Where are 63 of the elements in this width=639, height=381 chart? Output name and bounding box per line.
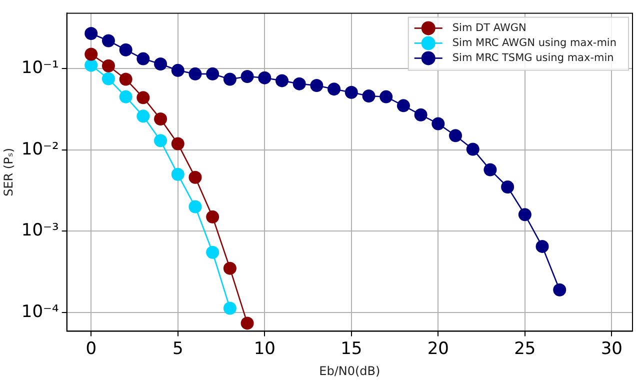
point [154, 112, 168, 126]
point [328, 82, 341, 96]
point [119, 90, 132, 104]
point [240, 70, 254, 83]
point [501, 180, 514, 194]
point [553, 283, 566, 296]
point [449, 129, 462, 142]
point [188, 67, 202, 80]
point [275, 74, 288, 88]
point [102, 59, 115, 72]
point [206, 210, 220, 224]
point [484, 163, 497, 176]
point [466, 142, 480, 156]
x-tick-label: 15 [340, 338, 362, 359]
y-axis-title: SER (Pₛ) [1, 148, 16, 196]
point [536, 240, 549, 253]
point [119, 72, 132, 86]
point [84, 58, 98, 72]
point [136, 110, 150, 123]
point [84, 48, 98, 61]
point [102, 34, 115, 48]
point [136, 91, 150, 104]
point [102, 72, 115, 86]
point [171, 64, 184, 77]
legend-label: Sim DT AWGN [452, 22, 526, 34]
point [119, 43, 132, 56]
point [432, 117, 445, 130]
y-tick-label: 10⁻² [21, 139, 59, 160]
point [223, 72, 236, 86]
y-tick-label: 10⁻¹ [21, 58, 59, 78]
point [188, 200, 202, 214]
point [362, 90, 376, 103]
y-tick-label: 10⁻³ [21, 220, 59, 241]
point [414, 108, 428, 122]
point [171, 168, 184, 181]
x-tick-label: 5 [172, 338, 184, 359]
x-tick-label: 25 [514, 338, 536, 359]
y-tick-label: 10⁻⁴ [21, 302, 60, 322]
point [84, 27, 98, 40]
point [396, 99, 410, 112]
point [171, 137, 184, 150]
point [240, 316, 254, 330]
point [223, 262, 236, 275]
point [188, 170, 202, 184]
point [206, 246, 220, 259]
x-axis-title: Eb/N0(dB) [319, 364, 380, 378]
x-tick-label: 20 [427, 338, 449, 359]
x-tick-label: 30 [600, 338, 622, 359]
point [223, 302, 236, 315]
point [518, 208, 532, 222]
point [380, 90, 393, 104]
x-tick-label: 0 [86, 338, 97, 359]
point [310, 78, 324, 92]
legend-label: Sim MRC AWGN using max-min [452, 36, 617, 49]
point [292, 77, 306, 90]
point [344, 86, 358, 99]
point [154, 57, 168, 70]
x-tick-label: 10 [254, 338, 276, 359]
legend-label: Sim MRC TSMG using max-min [452, 52, 614, 64]
point [206, 67, 220, 80]
point [258, 71, 272, 84]
point [154, 134, 168, 148]
point [136, 52, 150, 66]
